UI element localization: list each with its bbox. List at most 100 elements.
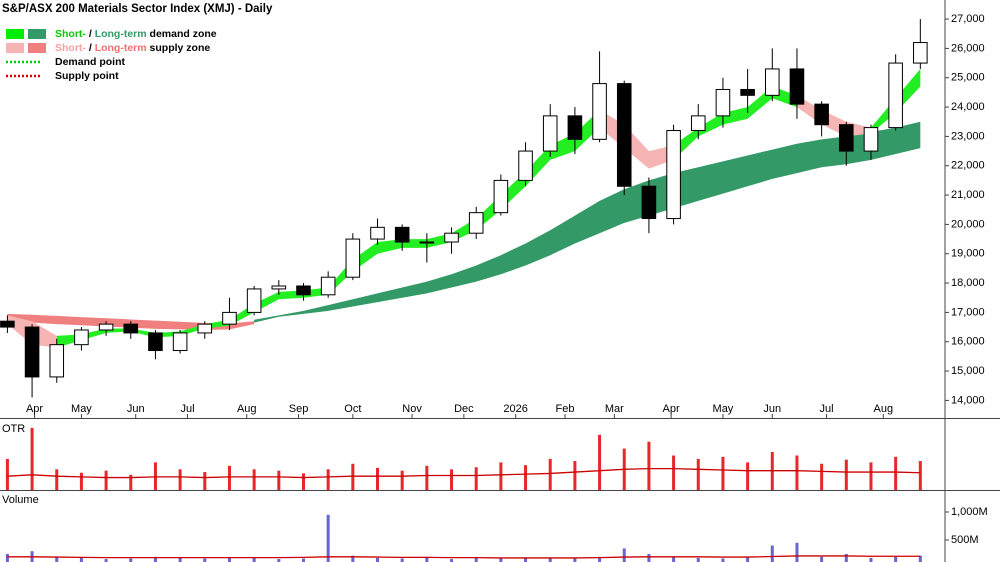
bar (770, 545, 774, 562)
candle-body (493, 179, 509, 214)
candle-body (542, 115, 558, 152)
bar (647, 441, 651, 490)
bar (499, 462, 503, 490)
candle-body (567, 115, 583, 140)
candle-body (370, 226, 385, 240)
y-tick-label: 22,000 (951, 160, 985, 172)
bar (499, 558, 503, 562)
bar (474, 557, 478, 562)
bar (696, 557, 700, 562)
x-tick-label: Jul (180, 403, 194, 415)
moving-average (7, 555, 921, 559)
candle-body (296, 285, 311, 296)
panel-title: OTR (2, 423, 25, 435)
candle-body (74, 329, 89, 346)
bar (376, 557, 380, 562)
bar (548, 557, 552, 562)
zone-band (673, 86, 797, 160)
bar (153, 556, 157, 562)
legend-swatch (28, 29, 46, 39)
candle-body (666, 130, 681, 220)
bar (129, 558, 133, 562)
y-tick-label: 500M (951, 534, 979, 546)
bar (79, 557, 83, 562)
x-tick-label: Apr (663, 403, 680, 415)
bar (326, 514, 330, 562)
x-tick-label: May (71, 403, 92, 415)
candle-body (789, 68, 805, 105)
bar (721, 456, 725, 490)
moving-average (7, 467, 921, 479)
bar (203, 558, 207, 562)
y-tick-label: 27,000 (951, 13, 985, 25)
x-tick-label: Dec (454, 403, 474, 415)
bar (55, 556, 59, 562)
candle-body (592, 83, 607, 140)
bar (425, 465, 429, 490)
bar (894, 456, 898, 490)
bar (277, 470, 281, 490)
legend-label: Demand point (55, 56, 126, 68)
x-tick-label: Apr (26, 403, 43, 415)
candle-body (518, 150, 533, 181)
panel-title: Volume (2, 494, 39, 506)
bar (918, 555, 922, 562)
bar (820, 556, 824, 562)
bar (795, 542, 799, 562)
bar (79, 472, 83, 490)
bar (326, 469, 330, 490)
candle-body (98, 323, 114, 331)
bar (351, 555, 355, 562)
bar (227, 557, 231, 562)
bar (301, 473, 305, 490)
candle-body (222, 311, 237, 325)
candle-body (0, 320, 15, 328)
candle-body (715, 88, 731, 117)
y-tick-label: 18,000 (951, 277, 985, 289)
bar (524, 465, 528, 490)
x-tick-label: Jun (763, 403, 781, 415)
y-tick-label: 1,000M (951, 506, 988, 518)
candle-body (197, 323, 213, 334)
candle-body (888, 62, 903, 129)
candle-body (616, 83, 632, 187)
bar (178, 469, 182, 490)
legend-label: Supply point (55, 70, 119, 82)
bar (795, 455, 799, 490)
candle-body (913, 42, 928, 64)
bar (400, 470, 404, 490)
bar (820, 463, 824, 490)
bar (178, 557, 182, 562)
bar (721, 558, 725, 562)
bar (598, 556, 602, 562)
candle-body (123, 323, 139, 334)
y-tick-label: 26,000 (951, 42, 985, 54)
legend-swatch (28, 43, 46, 53)
legend-text: Long-term (95, 42, 147, 54)
zone-band (254, 121, 921, 323)
bar (844, 459, 848, 490)
x-tick-label: Oct (344, 403, 361, 415)
x-tick-label: 2026 (503, 403, 527, 415)
bar (746, 557, 750, 562)
bar (647, 553, 651, 562)
y-tick-label: 14,000 (951, 394, 985, 406)
y-tick-label: 15,000 (951, 365, 985, 377)
x-tick-label: Aug (237, 403, 257, 415)
bar (301, 558, 305, 562)
bar (203, 472, 207, 490)
candle-body (49, 344, 65, 378)
bar (696, 458, 700, 490)
bar (844, 553, 848, 562)
bar (400, 558, 404, 562)
bar (227, 465, 231, 490)
candle-body (419, 241, 435, 244)
bar (622, 548, 626, 562)
y-tick-label: 23,000 (951, 130, 985, 142)
y-tick-label: 24,000 (951, 101, 985, 113)
x-tick-label: Mar (605, 403, 624, 415)
bar (5, 458, 9, 490)
x-tick-label: Feb (556, 403, 575, 415)
bar (104, 559, 108, 562)
